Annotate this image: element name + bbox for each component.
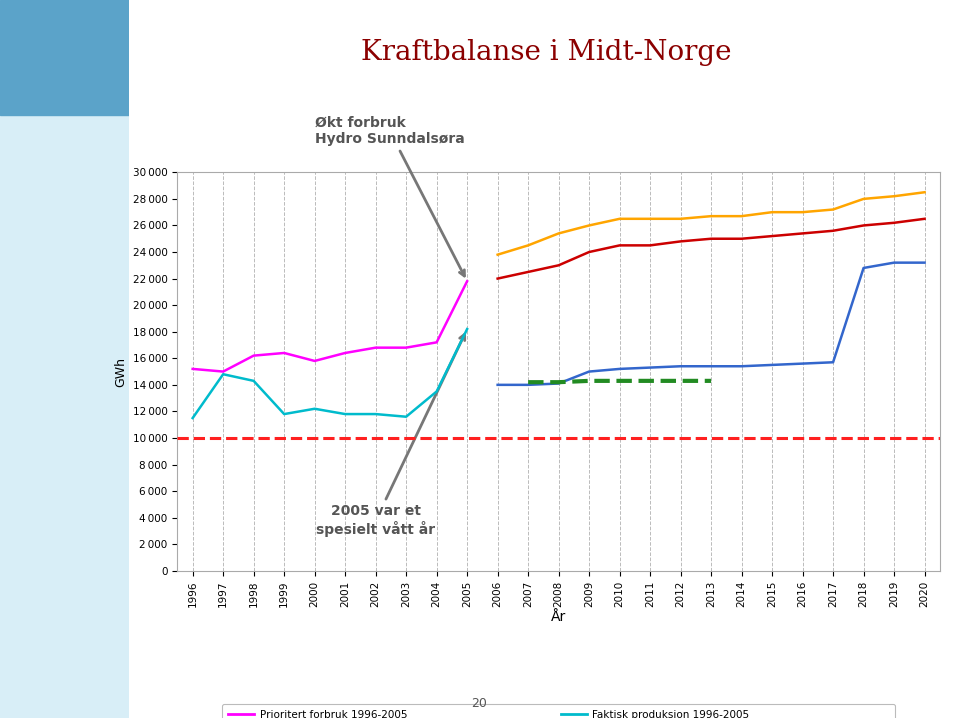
Text: Økt forbruk
Hydro Sunndalsøra: Økt forbruk Hydro Sunndalsøra [315,116,464,276]
X-axis label: År: År [551,610,566,624]
Bar [0,0,129,115]
Text: Kraftbalanse i Midt-Norge: Kraftbalanse i Midt-Norge [362,39,732,67]
Text: 2005 var et
spesielt vått år: 2005 var et spesielt vått år [316,335,465,537]
Text: 20: 20 [472,697,487,710]
Y-axis label: GWh: GWh [114,357,128,386]
Legend: Prioritert forbruk 1996-2005, Prognose for prioritert forbruk 2006-2020, inkl. n: Prioritert forbruk 1996-2005, Prognose f… [222,704,895,718]
